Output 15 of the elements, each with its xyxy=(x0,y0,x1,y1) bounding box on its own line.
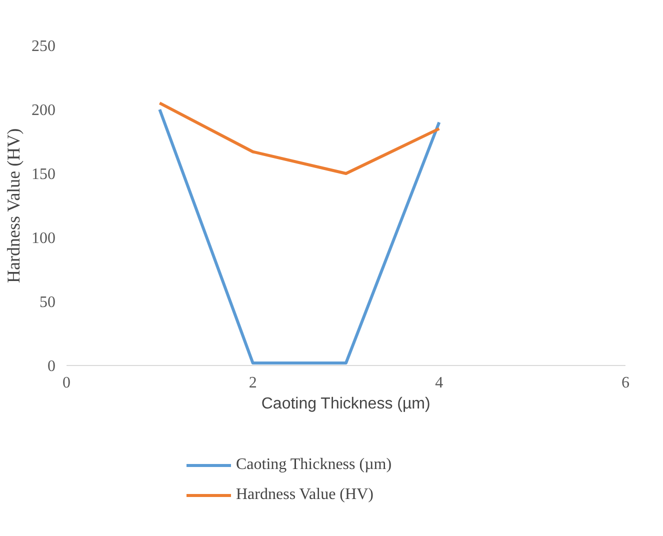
legend-label: Caoting Thickness (µm) xyxy=(236,456,392,474)
y-tick-label: 50 xyxy=(40,294,56,311)
y-tick-label: 250 xyxy=(32,38,56,55)
y-tick-label: 200 xyxy=(32,102,56,119)
y-axis-title: Hardness Value (HV) xyxy=(4,128,24,283)
x-tick-label: 0 xyxy=(62,374,70,392)
y-tick-label: 100 xyxy=(32,230,56,247)
x-tick-label: 4 xyxy=(435,374,444,392)
y-tick-label: 150 xyxy=(32,166,56,183)
x-tick-label: 6 xyxy=(622,374,630,392)
legend-label: Hardness Value (HV) xyxy=(236,486,374,504)
x-tick-label: 2 xyxy=(248,374,257,392)
y-tick-label: 0 xyxy=(48,358,56,375)
x-axis-title: Caoting Thickness (µm) xyxy=(261,396,430,412)
line-series xyxy=(158,102,441,175)
